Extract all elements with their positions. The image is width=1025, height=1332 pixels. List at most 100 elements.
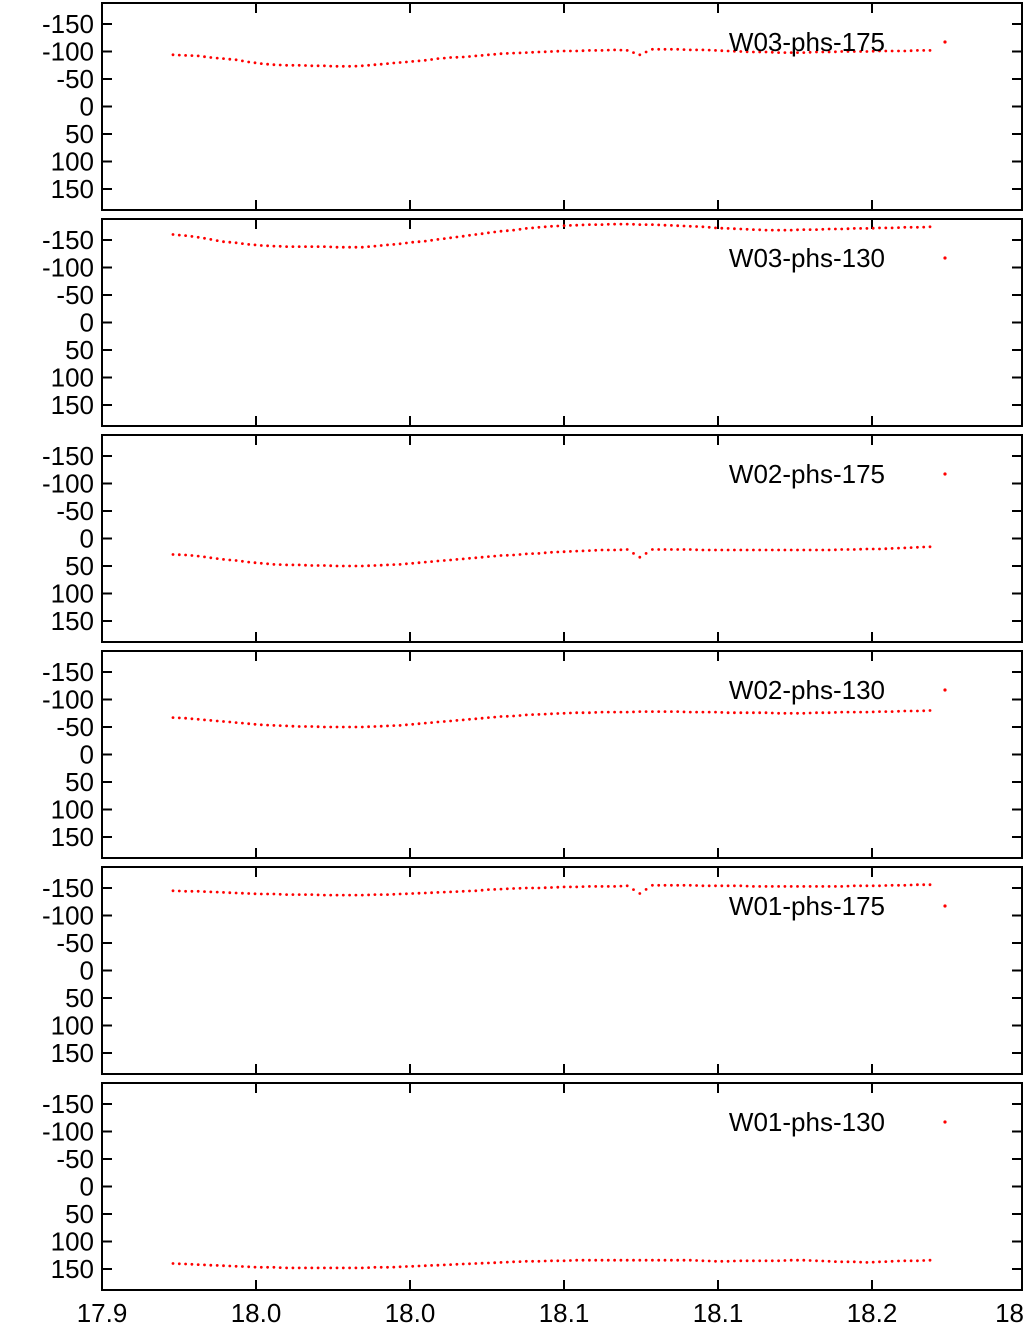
data-point	[310, 725, 314, 728]
data-point	[304, 245, 307, 249]
data-point	[764, 50, 768, 54]
data-point	[670, 47, 673, 51]
data-point	[821, 885, 825, 888]
data-point	[323, 564, 326, 567]
data-point	[386, 724, 389, 728]
data-point	[247, 560, 251, 564]
y-tick-label: -50	[56, 64, 94, 94]
y-tick-label: -100	[42, 1117, 94, 1147]
data-point	[846, 50, 850, 53]
data-point	[304, 64, 307, 67]
data-point	[575, 885, 579, 889]
data-point	[171, 716, 175, 719]
x-tick-label: 18.1	[693, 1298, 744, 1328]
data-point	[442, 1263, 446, 1267]
data-point	[632, 1258, 635, 1262]
data-point	[436, 1263, 440, 1267]
data-point	[777, 548, 780, 552]
data-point	[430, 238, 433, 242]
y-tick-label: -100	[42, 37, 94, 67]
data-point	[701, 884, 705, 888]
data-point	[241, 891, 244, 895]
data-point	[625, 884, 629, 888]
data-point	[606, 48, 610, 52]
data-point	[625, 1258, 629, 1262]
data-point	[625, 710, 629, 714]
data-point	[392, 1265, 396, 1269]
data-point	[682, 548, 686, 551]
data-point	[329, 564, 333, 568]
data-point	[354, 1266, 358, 1270]
data-point	[878, 547, 881, 551]
data-point	[688, 883, 692, 887]
data-point	[796, 548, 799, 552]
data-point	[241, 242, 244, 246]
data-point	[796, 711, 799, 715]
data-point	[177, 53, 181, 57]
data-point	[524, 886, 528, 890]
data-point	[518, 714, 522, 717]
data-point	[884, 1260, 888, 1263]
data-point	[871, 226, 875, 230]
data-point	[550, 886, 553, 889]
data-point	[354, 245, 358, 249]
data-point	[474, 556, 478, 560]
data-point	[745, 884, 749, 888]
data-point	[720, 548, 724, 552]
data-point	[512, 714, 515, 718]
data-point	[177, 889, 181, 893]
data-point	[487, 555, 490, 558]
data-point	[581, 223, 585, 227]
data-point	[316, 725, 320, 729]
data-point	[707, 884, 711, 888]
data-point	[203, 718, 206, 722]
data-point	[714, 548, 717, 552]
data-point	[455, 1262, 459, 1266]
data-point	[670, 548, 673, 551]
data-point	[796, 1258, 799, 1262]
data-point	[266, 244, 269, 248]
data-point	[613, 710, 616, 714]
data-point	[184, 889, 188, 893]
data-point	[556, 712, 560, 715]
data-point	[335, 1266, 339, 1270]
data-point	[903, 49, 907, 53]
data-point	[341, 564, 345, 568]
data-point	[531, 50, 534, 54]
data-point	[789, 885, 793, 888]
data-point	[518, 227, 522, 231]
data-point	[247, 60, 251, 64]
data-point	[638, 1258, 642, 1262]
legend-label: W03-phs-175	[729, 27, 885, 57]
data-point	[348, 1266, 351, 1270]
data-point	[386, 243, 389, 247]
data-point	[266, 723, 269, 727]
data-point	[770, 1259, 774, 1263]
data-point	[190, 235, 194, 238]
data-point	[764, 548, 768, 552]
data-point	[405, 892, 408, 896]
data-point	[215, 1264, 219, 1267]
data-point	[367, 725, 370, 729]
data-point	[922, 1259, 926, 1262]
data-point	[512, 553, 515, 557]
data-point	[354, 893, 358, 897]
data-point	[796, 51, 799, 54]
data-point	[531, 552, 534, 555]
data-point	[310, 893, 314, 896]
data-point	[474, 889, 478, 893]
data-point	[562, 49, 566, 53]
data-point	[726, 49, 730, 53]
data-point	[411, 722, 415, 726]
data-point	[386, 563, 389, 567]
y-tick-label: -50	[56, 712, 94, 742]
data-point	[278, 1266, 282, 1269]
data-point	[613, 222, 616, 226]
legend: W02-phs-130	[729, 675, 947, 705]
data-point	[442, 890, 446, 894]
data-point	[392, 724, 396, 727]
data-point	[922, 545, 926, 549]
data-point	[247, 1265, 251, 1269]
